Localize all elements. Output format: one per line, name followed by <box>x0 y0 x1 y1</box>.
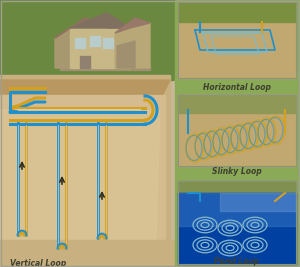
Bar <box>178 95 296 113</box>
Polygon shape <box>0 110 160 267</box>
Polygon shape <box>178 193 296 226</box>
Polygon shape <box>0 75 170 267</box>
Polygon shape <box>0 95 165 267</box>
Polygon shape <box>75 38 85 48</box>
Polygon shape <box>115 18 150 33</box>
Bar <box>0 240 175 267</box>
Polygon shape <box>0 0 175 90</box>
Polygon shape <box>70 13 130 28</box>
Polygon shape <box>220 193 296 211</box>
Bar <box>178 181 296 196</box>
Polygon shape <box>103 38 113 48</box>
Polygon shape <box>90 36 100 46</box>
Polygon shape <box>55 13 130 38</box>
Bar <box>178 95 296 166</box>
Text: Horizontal Loop: Horizontal Loop <box>203 83 271 92</box>
Bar <box>178 193 296 264</box>
Text: Slinky Loop: Slinky Loop <box>212 167 262 176</box>
Polygon shape <box>115 23 150 68</box>
Polygon shape <box>60 66 150 70</box>
Text: Vertical Loop: Vertical Loop <box>10 258 66 267</box>
Polygon shape <box>55 28 70 68</box>
Polygon shape <box>117 41 135 68</box>
Polygon shape <box>80 56 90 68</box>
Bar <box>175 0 300 267</box>
Bar <box>178 2 296 78</box>
Polygon shape <box>0 80 170 100</box>
Bar <box>178 2 296 22</box>
Polygon shape <box>70 28 130 68</box>
Text: Pond Loop: Pond Loop <box>214 257 260 265</box>
